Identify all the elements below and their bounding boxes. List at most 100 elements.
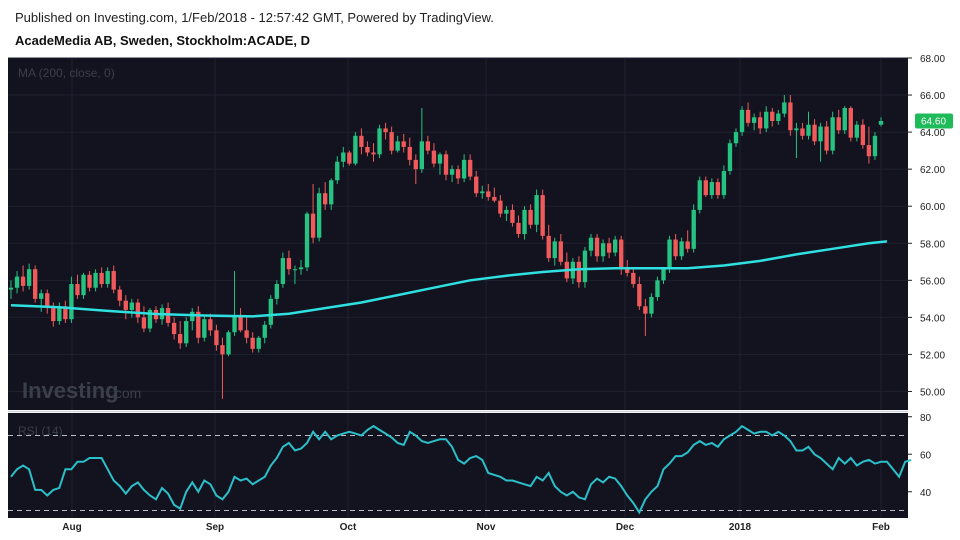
candle bbox=[703, 176, 708, 197]
last-price-label: 64.60 bbox=[921, 117, 946, 128]
candle-body bbox=[474, 176, 479, 194]
candle-body bbox=[582, 250, 588, 283]
candle-body bbox=[39, 293, 44, 299]
candle-body bbox=[733, 132, 739, 144]
candle-body bbox=[214, 330, 219, 346]
candle-body bbox=[848, 108, 853, 138]
candle bbox=[147, 308, 153, 333]
candle-body bbox=[510, 209, 515, 223]
candle-body bbox=[540, 195, 545, 236]
candle bbox=[437, 152, 443, 175]
price-tick-label: 52.00 bbox=[920, 350, 945, 361]
candle bbox=[486, 183, 491, 201]
candle bbox=[45, 289, 50, 314]
price-tick-label: 60.00 bbox=[920, 202, 945, 213]
rsi-axis: 40 60 80 bbox=[908, 413, 932, 499]
candle bbox=[250, 332, 255, 353]
candle-body bbox=[703, 180, 708, 196]
candle-body bbox=[612, 239, 618, 253]
candle-body bbox=[461, 159, 467, 179]
candle bbox=[516, 215, 521, 238]
candle-body bbox=[93, 272, 98, 288]
candle bbox=[335, 156, 340, 184]
candle-body bbox=[552, 241, 557, 259]
watermark-suffix: .com bbox=[111, 385, 141, 401]
candle-body bbox=[606, 243, 612, 253]
candle bbox=[431, 143, 437, 168]
candle-body bbox=[721, 171, 727, 196]
candle bbox=[226, 330, 231, 357]
candle bbox=[679, 237, 684, 260]
candle bbox=[244, 317, 249, 344]
candle-body bbox=[661, 269, 666, 281]
candle-body bbox=[806, 124, 811, 136]
price-tick-label: 56.00 bbox=[920, 276, 945, 287]
candle-body bbox=[745, 109, 751, 123]
candle-body bbox=[184, 321, 189, 344]
candle-body bbox=[830, 117, 835, 151]
candle-body bbox=[800, 128, 805, 136]
candle bbox=[612, 235, 618, 257]
candle bbox=[498, 195, 503, 218]
candle bbox=[854, 120, 860, 142]
candle-body bbox=[196, 311, 201, 338]
candle bbox=[353, 132, 358, 166]
candle bbox=[606, 237, 612, 259]
candle bbox=[745, 102, 751, 127]
candle bbox=[467, 154, 473, 181]
investing-watermark: Investing .com bbox=[22, 378, 141, 403]
candle bbox=[800, 122, 805, 140]
candle-body bbox=[117, 289, 122, 301]
candle-body bbox=[141, 317, 147, 329]
candle bbox=[667, 235, 672, 273]
candle-body bbox=[788, 102, 793, 131]
candle-body bbox=[341, 152, 346, 162]
candle bbox=[280, 252, 286, 288]
candle-body bbox=[75, 284, 80, 296]
candle bbox=[691, 204, 696, 253]
candle-body bbox=[359, 135, 364, 147]
candle-body bbox=[667, 239, 672, 270]
candle-body bbox=[498, 200, 503, 214]
candle-body bbox=[854, 124, 860, 138]
candle bbox=[588, 234, 594, 257]
candle bbox=[806, 111, 811, 140]
candle bbox=[534, 189, 539, 233]
time-tick-label: Oct bbox=[340, 522, 357, 533]
candle-body bbox=[365, 146, 370, 153]
candle bbox=[214, 324, 219, 351]
publish-info: Published on Investing.com, 1/Feb/2018 -… bbox=[15, 10, 494, 25]
candle bbox=[232, 271, 237, 336]
candle bbox=[655, 276, 660, 301]
candle-body bbox=[431, 150, 437, 164]
candle-body bbox=[220, 345, 225, 355]
candle-body bbox=[619, 239, 624, 270]
candle-body bbox=[322, 193, 328, 205]
candle bbox=[69, 276, 74, 323]
candle-body bbox=[546, 235, 551, 259]
candle-body bbox=[310, 213, 316, 238]
candle-body bbox=[353, 135, 358, 164]
candle-body bbox=[262, 324, 267, 338]
candle-body bbox=[244, 330, 249, 338]
candle-body bbox=[685, 241, 690, 249]
rsi-pane bbox=[8, 413, 908, 518]
candle bbox=[389, 126, 394, 155]
candle-body bbox=[135, 302, 141, 318]
candle-body bbox=[256, 337, 261, 349]
price-pane bbox=[8, 58, 908, 410]
candle-body bbox=[105, 271, 110, 285]
candle-body bbox=[528, 209, 533, 225]
candle-body bbox=[329, 180, 334, 205]
candle-body bbox=[534, 195, 539, 225]
candle bbox=[733, 128, 739, 147]
candle-body bbox=[413, 159, 418, 170]
candle bbox=[32, 265, 38, 303]
candle bbox=[685, 230, 690, 253]
candle bbox=[522, 206, 527, 240]
candle bbox=[171, 317, 177, 340]
candle bbox=[8, 280, 14, 299]
candle-body bbox=[81, 274, 86, 296]
candle-body bbox=[8, 287, 14, 290]
candle-body bbox=[709, 182, 715, 196]
